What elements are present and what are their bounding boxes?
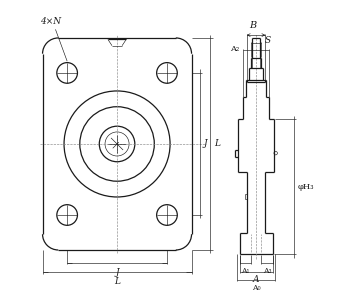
Text: A: A xyxy=(253,275,259,285)
Text: A₃: A₃ xyxy=(263,267,271,275)
Text: L: L xyxy=(214,139,220,149)
Text: J: J xyxy=(203,139,206,149)
Text: J: J xyxy=(115,268,119,277)
Text: L: L xyxy=(114,277,120,287)
Text: φH₃: φH₃ xyxy=(298,183,315,191)
Text: A₂: A₂ xyxy=(230,45,240,53)
Text: B: B xyxy=(250,21,257,30)
Text: A₀: A₀ xyxy=(252,284,260,292)
Text: S: S xyxy=(265,36,271,45)
Text: A₁: A₁ xyxy=(241,267,249,275)
Text: 4×N: 4×N xyxy=(40,18,61,26)
